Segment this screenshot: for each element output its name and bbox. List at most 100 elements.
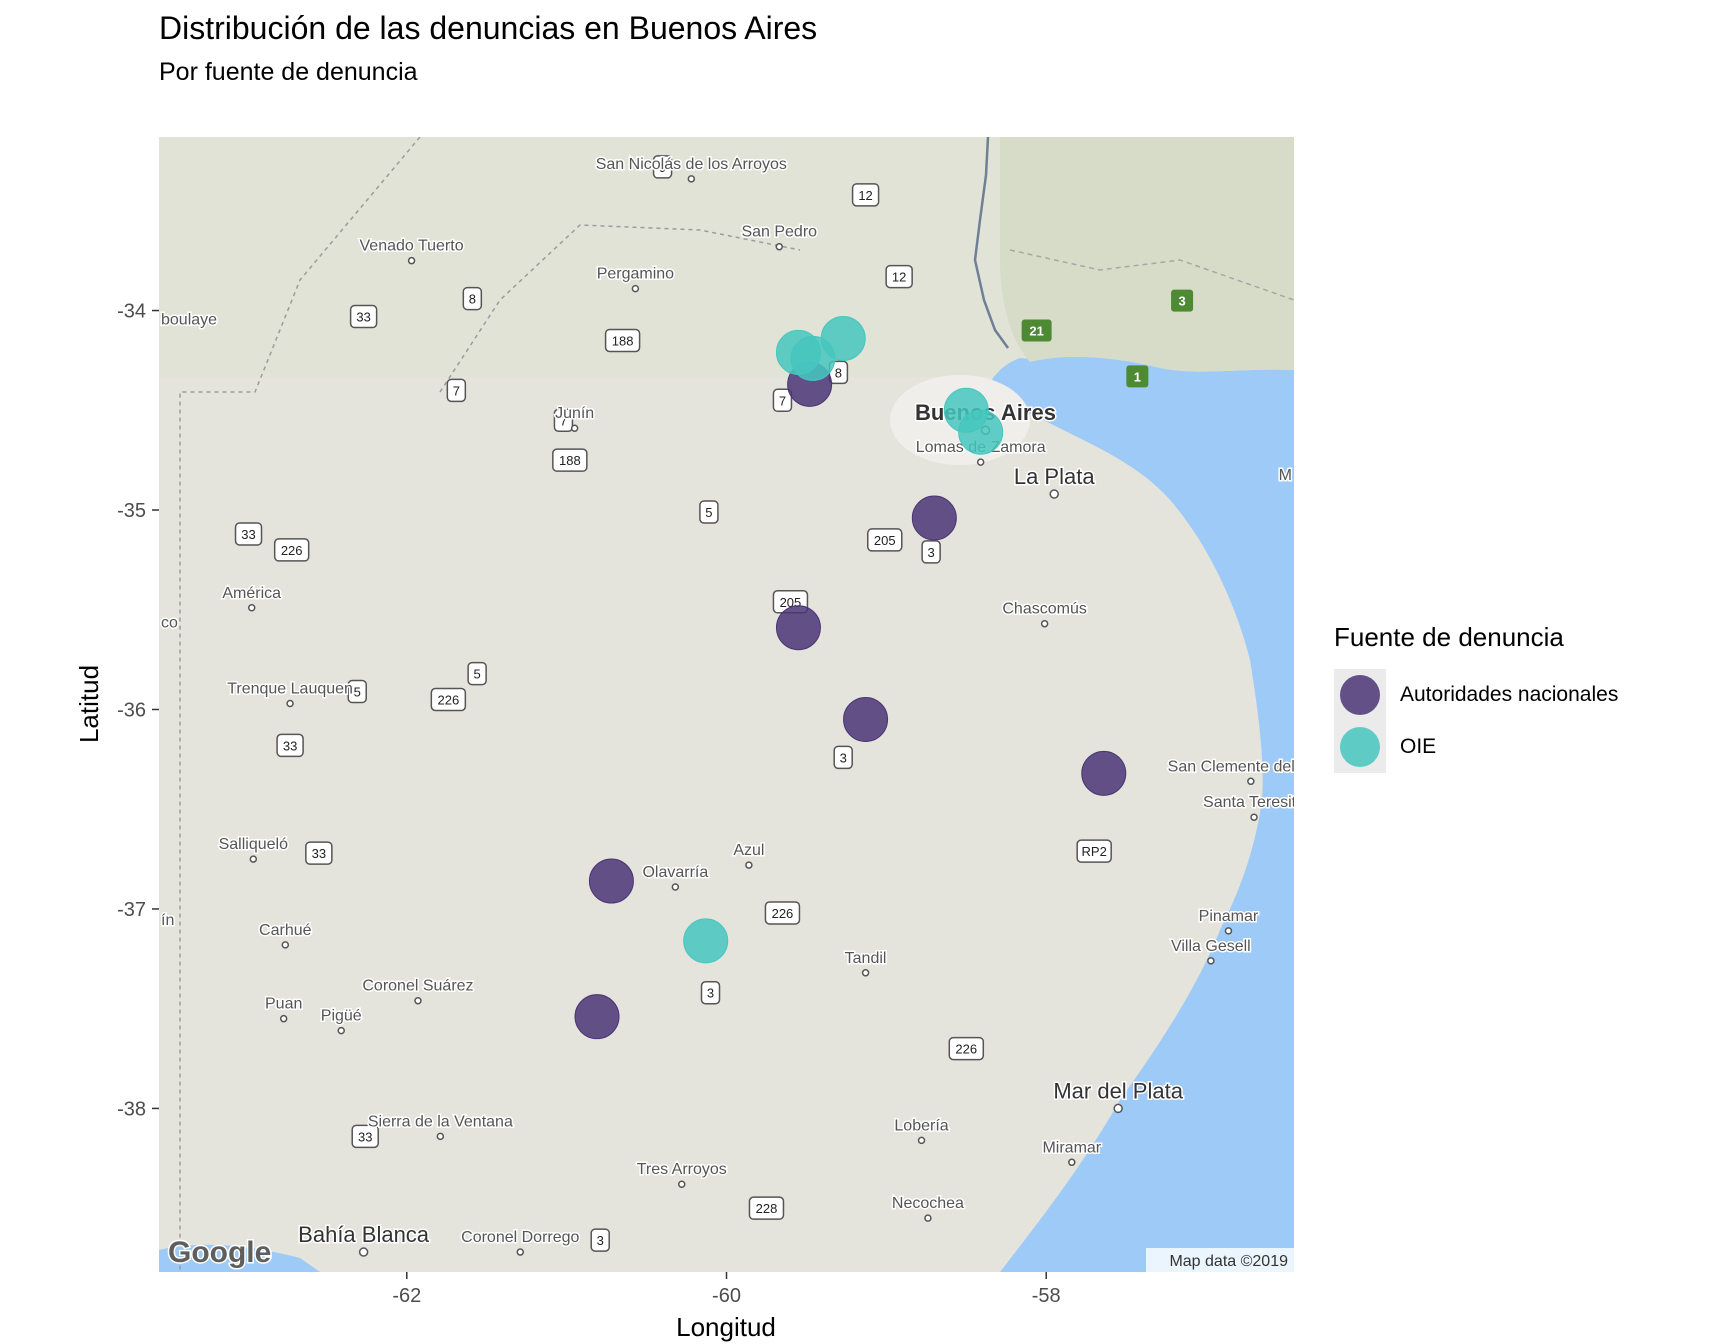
route-shield: 188 — [604, 328, 641, 353]
route-shield: 33 — [276, 733, 304, 758]
route-shield: 228 — [748, 1196, 785, 1220]
place-label: América — [221, 583, 283, 612]
place-label: Gualeguaychú — [913, 90, 1016, 116]
data-point-autoridades — [843, 696, 889, 742]
route-shield-label: 33 — [358, 1129, 372, 1144]
map-parana-river — [973, 137, 1010, 349]
map-attribution: Map data ©2019 — [1146, 1248, 1294, 1272]
place-name: Pinamar — [1199, 908, 1259, 925]
route-shield-label: 12 — [892, 270, 906, 285]
place-name: Trenque Lauquen — [227, 681, 353, 698]
route-shield: 5 — [347, 679, 367, 704]
uruguay-route-shield-label: 21 — [1029, 323, 1043, 338]
place-name: Junín — [555, 405, 594, 422]
data-point-oie — [958, 409, 1004, 455]
legend-label: OIE — [1400, 735, 1437, 758]
place-label: San Pedro — [740, 222, 819, 251]
uruguay-route-shield: 3 — [1171, 289, 1194, 312]
place-name: Pigüé — [321, 1008, 362, 1025]
place-name: Puan — [265, 996, 302, 1013]
place-name: Villa Gesell — [1171, 938, 1251, 955]
place-label: La Plata — [1012, 463, 1097, 499]
route-shield: 226 — [764, 901, 801, 925]
place-label: Coronel Dorrego — [460, 1228, 581, 1256]
place-name: Pergamino — [597, 266, 674, 283]
google-logo: Google — [168, 1236, 271, 1269]
map-water-bahia — [159, 1244, 320, 1272]
legend-label: Autoridades nacionales — [1400, 683, 1619, 706]
province-border — [439, 224, 801, 393]
place-label: Venado Tuerto — [358, 236, 465, 265]
place-label: Mar del Plata — [1052, 1077, 1185, 1114]
place-label: Puan — [264, 994, 304, 1023]
place-dot — [917, 1136, 926, 1145]
map-panel[interactable]: 912128331887718878520532053322655226333R… — [159, 90, 1334, 1272]
place-name: Tres Arroyos — [637, 1161, 727, 1178]
route-shield-label: 226 — [281, 543, 303, 558]
place-name-edge: boulaye — [161, 312, 217, 329]
place-label: Tres Arroyos — [635, 1160, 728, 1188]
x-tick-label: -58 — [1032, 1285, 1061, 1307]
y-tick-label: -34 — [117, 301, 146, 323]
route-shield-label: 188 — [559, 453, 581, 468]
route-shield-label: 12 — [858, 188, 872, 203]
route-shield-label: 7 — [560, 413, 567, 428]
place-label: Villa Gesell — [1169, 936, 1252, 965]
place-name: Miramar — [1042, 1139, 1101, 1156]
route-shield: 8 — [462, 286, 483, 311]
route-shield-label: 226 — [772, 906, 794, 921]
place-dot — [414, 996, 422, 1005]
place-label: Bahía Blanca — [297, 1221, 431, 1257]
route-shield: 33 — [234, 522, 263, 546]
route-shield: 3 — [833, 745, 853, 770]
place-dot — [1224, 927, 1233, 935]
place-name-edge: co — [161, 615, 178, 632]
route-shield: 188 — [552, 448, 588, 472]
map-uruguay-land — [1000, 137, 1294, 372]
place-label: Chascomús — [1001, 599, 1088, 628]
place-dot — [745, 861, 753, 869]
data-point-autoridades — [775, 605, 821, 651]
place-dot — [976, 458, 985, 466]
place-name-edge: ín — [161, 912, 174, 929]
place-dot — [631, 284, 640, 293]
place-name: San Pedro — [741, 224, 817, 241]
place-dot — [671, 883, 680, 891]
place-label: Carhué — [258, 920, 313, 949]
place-dot — [687, 175, 696, 183]
route-shield-label: 5 — [705, 505, 712, 520]
legend-dot-oie — [1340, 727, 1380, 767]
place-dot — [1250, 813, 1258, 821]
place-label: Tandil — [843, 948, 888, 977]
country-border — [1009, 249, 1294, 301]
route-shield: 226 — [430, 687, 467, 712]
legend-key — [1334, 669, 1386, 721]
y-axis-label: Latitud — [74, 665, 104, 743]
place-label: Junín — [554, 404, 596, 432]
data-point-autoridades — [911, 495, 957, 541]
province-border — [179, 137, 421, 1272]
place-dot — [677, 1180, 686, 1188]
route-shield: 9 — [652, 155, 673, 179]
place-name: Bahía Blanca — [298, 1222, 430, 1247]
place-dot — [337, 1026, 345, 1035]
legend-key — [1334, 721, 1386, 773]
place-name: La Plata — [1014, 464, 1095, 489]
data-point-autoridades — [588, 858, 634, 904]
page-title: Distribución de las denuncias en Buenos … — [159, 10, 818, 46]
uruguay-route-shield: 21 — [1021, 319, 1052, 342]
route-shield-label: 5 — [474, 667, 481, 682]
legend-item-autoridades: Autoridades nacionales — [1334, 669, 1618, 721]
place-dot — [407, 256, 416, 265]
route-shield-label: 9 — [659, 160, 666, 175]
route-shield-label: RP2 — [1082, 844, 1107, 859]
place-label: Lobería — [893, 1116, 950, 1145]
place-dot — [924, 1214, 932, 1222]
legend-item-oie: OIE — [1334, 721, 1618, 773]
legend-dot-autoridades — [1340, 675, 1380, 715]
route-shield: 12 — [885, 264, 913, 289]
place-label: Pinamar — [1197, 906, 1260, 935]
place-name: Azul — [733, 842, 764, 859]
x-axis-label: Longitud — [676, 1312, 776, 1342]
route-shield: 3 — [921, 540, 941, 564]
